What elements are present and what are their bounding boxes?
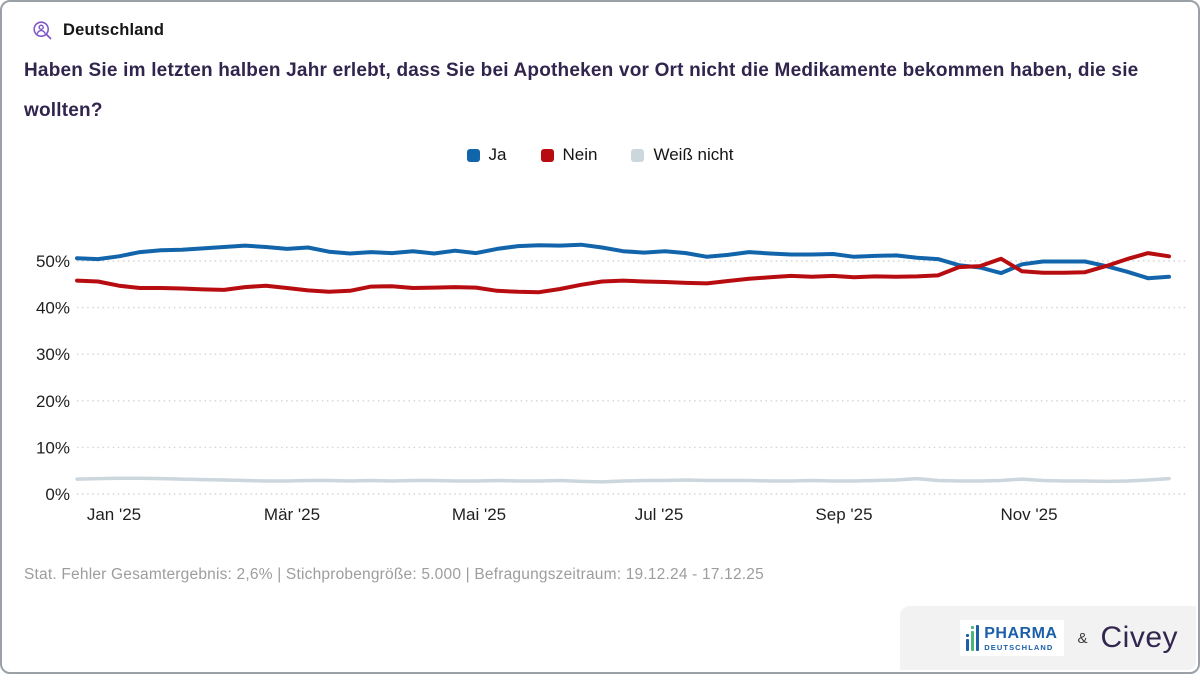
svg-text:30%: 30% [36,345,70,364]
svg-text:10%: 10% [36,438,70,457]
civey-logo: Civey [1100,621,1178,654]
brand-panel: PHARMA DEUTSCHLAND & Civey [900,606,1196,670]
legend-swatch-ja [466,148,480,162]
svg-text:20%: 20% [36,392,70,411]
svg-text:Mär '25: Mär '25 [264,505,320,524]
legend-item-weiss-nicht[interactable]: Weiß nicht [631,145,733,165]
pharma-logo-line2: DEUTSCHLAND [984,642,1054,652]
svg-text:Sep '25: Sep '25 [815,505,872,524]
pharma-deutschland-logo: PHARMA DEUTSCHLAND [960,620,1065,656]
pharma-logo-line1: PHARMA [984,624,1058,642]
legend-item-nein[interactable]: Nein [540,145,598,165]
legend-label-ja: Ja [488,145,507,164]
chart-legend: Ja Nein Weiß nicht [2,145,1198,165]
region-row: Deutschland [24,20,1176,41]
svg-text:Jul '25: Jul '25 [635,505,684,524]
trend-line-chart: 0% 10% 20% 30% 40% 50% Jan '25 Mär '25 Mai '25 Ju… [36,242,1188,524]
brand-joiner: & [1077,629,1088,647]
pharma-bars-icon [966,625,980,651]
region-label: Deutschland [63,21,165,39]
legend-item-ja[interactable]: Ja [466,145,507,165]
poll-question: Haben Sie im letzten halben Jahr erlebt,… [24,60,1139,121]
person-search-icon [33,21,52,40]
svg-text:Nov '25: Nov '25 [1000,505,1057,524]
methodology-note: Stat. Fehler Gesamtergebnis: 2,6% | Stic… [24,566,764,583]
svg-text:40%: 40% [36,299,70,318]
legend-swatch-nein [540,148,554,162]
legend-swatch-weiss-nicht [631,148,645,162]
header: Deutschland Haben Sie im letzten halben … [2,2,1198,131]
svg-text:50%: 50% [36,252,70,271]
legend-label-weiss-nicht: Weiß nicht [653,145,734,164]
svg-text:Jan '25: Jan '25 [87,505,141,524]
svg-text:0%: 0% [45,485,70,504]
legend-label-nein: Nein [562,145,598,164]
svg-text:Mai '25: Mai '25 [452,505,506,524]
